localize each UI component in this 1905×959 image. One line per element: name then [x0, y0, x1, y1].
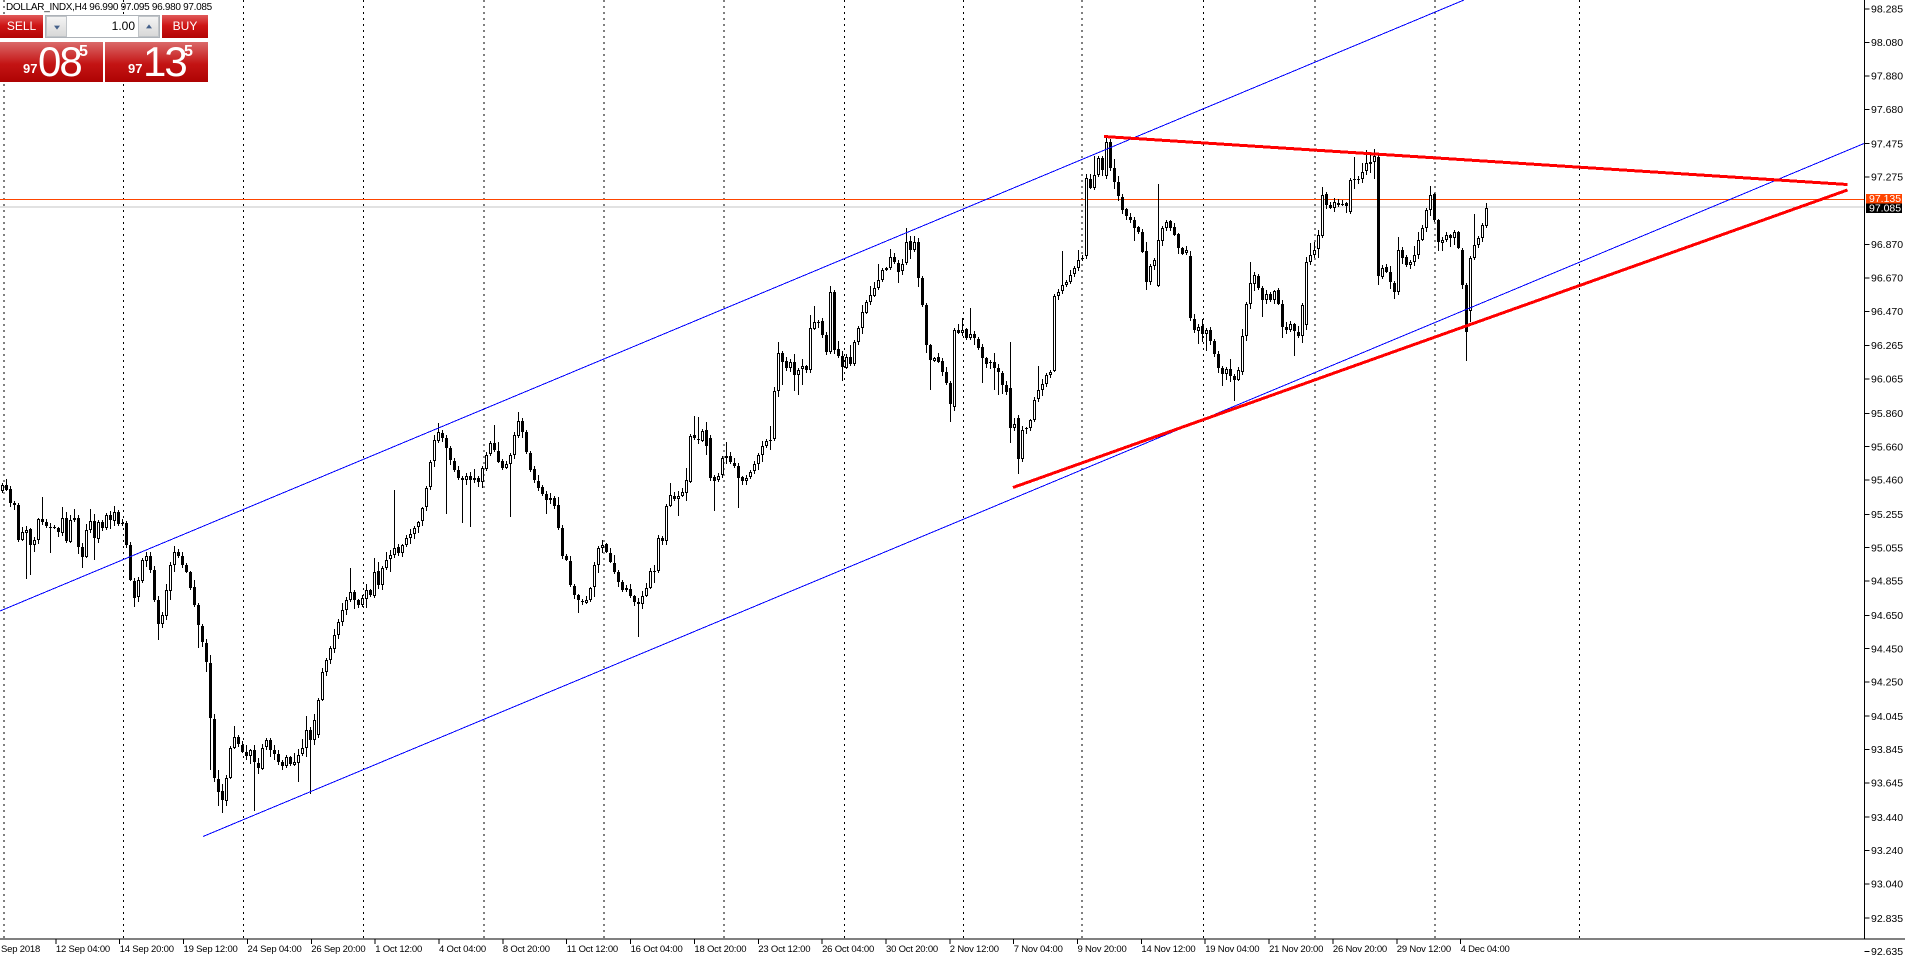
- svg-text:93.440: 93.440: [1871, 812, 1903, 824]
- svg-text:23 Oct 12:00: 23 Oct 12:00: [758, 944, 810, 955]
- svg-text:24 Sep 04:00: 24 Sep 04:00: [248, 944, 302, 955]
- svg-text:7 Nov 04:00: 7 Nov 04:00: [1014, 944, 1063, 955]
- svg-text:95.055: 95.055: [1871, 542, 1903, 554]
- svg-text:97.880: 97.880: [1871, 71, 1903, 83]
- svg-text:94.450: 94.450: [1871, 643, 1903, 655]
- svg-text:4 Oct 04:00: 4 Oct 04:00: [439, 944, 486, 955]
- svg-text:14 Sep 20:00: 14 Sep 20:00: [120, 944, 174, 955]
- svg-text:1 Oct 12:00: 1 Oct 12:00: [375, 944, 422, 955]
- svg-text:98.080: 98.080: [1871, 37, 1903, 49]
- svg-text:29 Nov 12:00: 29 Nov 12:00: [1397, 944, 1451, 955]
- svg-text:97.135: 97.135: [1869, 193, 1901, 205]
- svg-text:2 Nov 12:00: 2 Nov 12:00: [950, 944, 999, 955]
- svg-text:9 Nov 20:00: 9 Nov 20:00: [1078, 944, 1127, 955]
- svg-text:97.085: 97.085: [1869, 203, 1901, 215]
- svg-text:12 Sep 04:00: 12 Sep 04:00: [56, 944, 110, 955]
- svg-text:94.650: 94.650: [1871, 610, 1903, 622]
- svg-text:95.860: 95.860: [1871, 408, 1903, 420]
- svg-text:96.670: 96.670: [1871, 273, 1903, 285]
- svg-text:30 Oct 20:00: 30 Oct 20:00: [886, 944, 938, 955]
- svg-text:97.475: 97.475: [1871, 138, 1903, 150]
- svg-text:95.255: 95.255: [1871, 509, 1903, 521]
- svg-text:19 Nov 04:00: 19 Nov 04:00: [1205, 944, 1259, 955]
- svg-text:16 Oct 04:00: 16 Oct 04:00: [631, 944, 683, 955]
- svg-text:93.845: 93.845: [1871, 744, 1903, 756]
- svg-text:18 Oct 20:00: 18 Oct 20:00: [694, 944, 746, 955]
- svg-text:26 Nov 20:00: 26 Nov 20:00: [1333, 944, 1387, 955]
- svg-text:94.855: 94.855: [1871, 576, 1903, 588]
- svg-text:93.645: 93.645: [1871, 778, 1903, 790]
- svg-text:21 Nov 20:00: 21 Nov 20:00: [1269, 944, 1323, 955]
- svg-text:26 Sep 20:00: 26 Sep 20:00: [311, 944, 365, 955]
- svg-text:4 Dec 04:00: 4 Dec 04:00: [1461, 944, 1510, 955]
- svg-text:97.680: 97.680: [1871, 104, 1903, 116]
- svg-text:94.250: 94.250: [1871, 677, 1903, 689]
- svg-text:19 Sep 12:00: 19 Sep 12:00: [184, 944, 238, 955]
- svg-text:98.285: 98.285: [1871, 3, 1903, 15]
- svg-text:92.635: 92.635: [1871, 946, 1903, 958]
- svg-text:96.065: 96.065: [1871, 374, 1903, 386]
- svg-text:96.470: 96.470: [1871, 306, 1903, 318]
- svg-text:92.835: 92.835: [1871, 913, 1903, 925]
- svg-text:8 Oct 20:00: 8 Oct 20:00: [503, 944, 550, 955]
- svg-text:DOLLAR_INDX,H4 96.990 97.095: DOLLAR_INDX,H4 96.990 97.095 96.980 97.0…: [6, 2, 213, 13]
- svg-text:95.660: 95.660: [1871, 441, 1903, 453]
- svg-text:11 Oct 12:00: 11 Oct 12:00: [567, 944, 618, 955]
- svg-text:96.870: 96.870: [1871, 239, 1903, 251]
- svg-text:Sep 2018: Sep 2018: [1, 944, 40, 955]
- svg-text:96.265: 96.265: [1871, 340, 1903, 352]
- svg-text:94.045: 94.045: [1871, 711, 1903, 723]
- svg-text:93.240: 93.240: [1871, 845, 1903, 857]
- svg-text:97.275: 97.275: [1871, 172, 1903, 184]
- svg-text:26 Oct 04:00: 26 Oct 04:00: [822, 944, 874, 955]
- svg-text:93.040: 93.040: [1871, 879, 1903, 891]
- svg-text:95.460: 95.460: [1871, 475, 1903, 487]
- svg-text:14 Nov 12:00: 14 Nov 12:00: [1141, 944, 1195, 955]
